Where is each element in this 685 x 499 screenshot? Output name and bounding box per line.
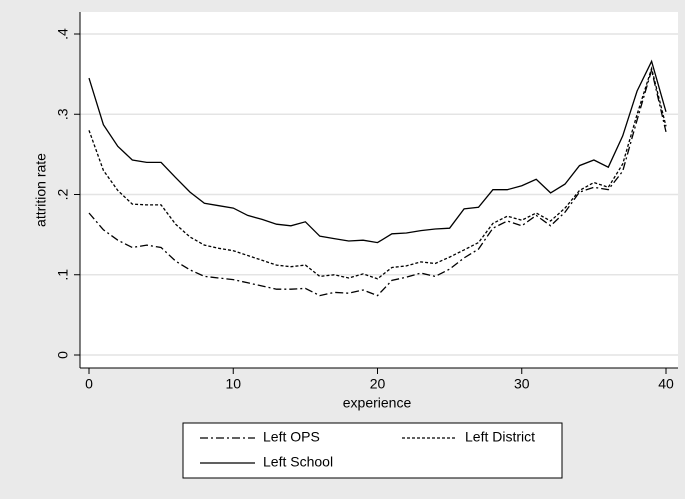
x-tick-label: 40	[658, 376, 674, 392]
y-tick-label: .2	[55, 188, 71, 200]
series-line	[88, 66, 667, 280]
y-tick-label: .4	[55, 28, 71, 40]
legend-label: Left OPS	[263, 429, 320, 445]
legend-label: Left School	[263, 454, 333, 470]
x-tick-label: 30	[514, 376, 530, 392]
x-tick-label: 10	[225, 376, 241, 392]
legend	[182, 422, 563, 479]
y-tick-label: .3	[55, 108, 71, 120]
y-tick-label: .1	[55, 269, 71, 281]
legend-label: Left District	[465, 429, 535, 445]
x-axis-label: experience	[343, 395, 412, 411]
y-axis-label: attrition rate	[33, 153, 49, 227]
plot-area	[80, 12, 678, 368]
x-tick-label: 20	[370, 376, 386, 392]
x-tick-label: 0	[85, 376, 93, 392]
series-line	[88, 67, 667, 297]
series-line	[88, 59, 667, 244]
y-tick-label: 0	[55, 351, 71, 359]
